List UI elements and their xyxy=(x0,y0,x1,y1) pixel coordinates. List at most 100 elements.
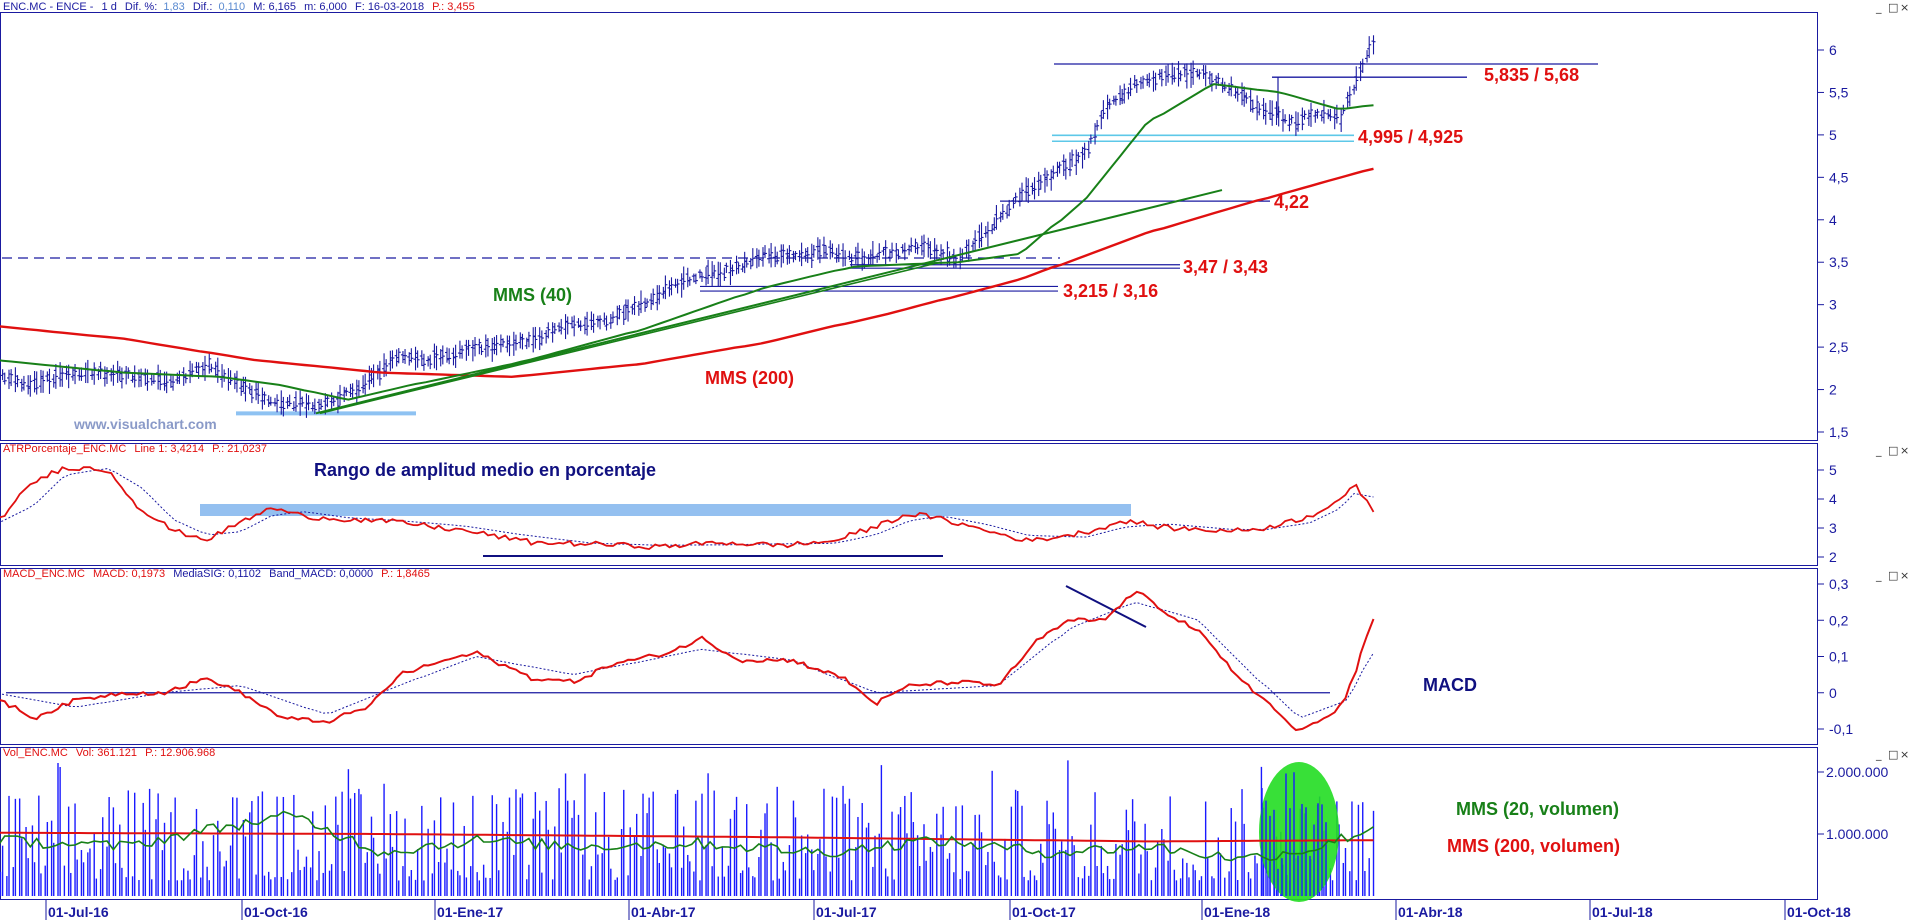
y-tick-label: 4 xyxy=(1829,491,1837,507)
x-tick-label: 01-Oct-18 xyxy=(1787,904,1851,920)
price-bar xyxy=(1076,152,1081,164)
price-bar xyxy=(21,375,26,391)
price-bar xyxy=(1367,36,1372,59)
mms200-label: MMS (200) xyxy=(705,368,794,388)
price-bar xyxy=(494,335,499,356)
minimize-icon[interactable]: _ xyxy=(1875,444,1882,457)
price-bar xyxy=(669,277,674,296)
price-bar xyxy=(679,273,684,298)
price-bar xyxy=(92,362,97,385)
vol-mms20-label: MMS (20, volumen) xyxy=(1456,799,1619,819)
price-bar xyxy=(53,364,58,389)
price-bar xyxy=(595,315,600,328)
price-bar xyxy=(492,336,497,355)
price-bar xyxy=(102,366,107,387)
atr-header: ATRPorcentaje_ENC.MC Line 1: 3,4214 P.: … xyxy=(3,443,267,455)
trend-line-1 xyxy=(315,189,1223,415)
price-bar xyxy=(266,395,271,408)
price-bar xyxy=(539,330,544,346)
volume-pane-frame xyxy=(0,747,1818,900)
maximize-icon[interactable]: □ xyxy=(1888,1,1898,14)
price-bar xyxy=(1061,154,1066,177)
price-bar xyxy=(419,350,424,367)
y-tick-label: 6 xyxy=(1829,42,1837,58)
price-bar xyxy=(396,348,401,364)
vol-mms200-label: MMS (200, volumen) xyxy=(1447,836,1620,856)
price-bar xyxy=(83,362,88,384)
close-icon[interactable]: × xyxy=(1900,748,1909,761)
price-bar xyxy=(1038,174,1043,190)
price-bar xyxy=(319,399,324,410)
price-bar xyxy=(578,320,583,332)
price-bar xyxy=(149,374,154,386)
price-bar xyxy=(119,367,124,389)
price-bar xyxy=(913,238,918,254)
price-bar xyxy=(657,285,662,305)
price-bar xyxy=(841,243,846,267)
close-icon[interactable]: × xyxy=(1900,444,1909,457)
price-bar xyxy=(1248,87,1253,112)
price-bar xyxy=(809,243,814,269)
minimize-icon[interactable]: _ xyxy=(1875,1,1882,14)
y-tick-label: 0,2 xyxy=(1829,612,1849,628)
price-bar xyxy=(272,397,277,407)
price-bar xyxy=(1141,75,1146,89)
price-bar xyxy=(645,298,650,308)
price-bar xyxy=(1005,205,1010,219)
price-bar xyxy=(550,322,555,343)
price-bar xyxy=(1203,65,1208,87)
price-bar xyxy=(1134,79,1139,93)
close-icon[interactable]: × xyxy=(1900,569,1909,582)
price-bar xyxy=(440,345,445,365)
price-bar xyxy=(853,246,858,264)
minimize-icon[interactable]: _ xyxy=(1875,748,1882,761)
price-bar xyxy=(742,251,747,274)
price-bar xyxy=(249,385,254,404)
price-bar xyxy=(363,373,368,395)
price-bar xyxy=(1287,114,1292,132)
price-bar xyxy=(490,338,495,362)
price-bar xyxy=(693,273,698,285)
price-bar xyxy=(1159,68,1164,87)
maximize-icon[interactable]: □ xyxy=(1888,569,1898,582)
y-tick-label: 5 xyxy=(1829,462,1837,478)
volume-bars xyxy=(0,760,1375,896)
price-bar xyxy=(1057,161,1062,174)
price-bar xyxy=(300,396,305,407)
price-bar xyxy=(1270,100,1275,126)
maximize-icon[interactable]: □ xyxy=(1888,444,1898,457)
price-bar xyxy=(598,315,603,330)
price-bar xyxy=(630,304,635,315)
maximize-icon[interactable]: □ xyxy=(1888,748,1898,761)
price-bar xyxy=(1371,35,1376,55)
price-bar xyxy=(207,351,212,374)
price-bar xyxy=(520,333,525,350)
price-bar xyxy=(226,368,231,391)
price-bar xyxy=(60,367,65,387)
minimize-icon[interactable]: _ xyxy=(1875,569,1882,582)
atr-signal-line xyxy=(0,468,1374,546)
price-bar xyxy=(1095,119,1100,131)
x-tick-label: 01-Abr-18 xyxy=(1398,904,1463,920)
price-bar xyxy=(254,382,259,401)
price-bar xyxy=(883,240,888,266)
y-axes: 6 5,5 5 4,5 4 3,5 3 2,5 2 1,5 5 4 3 2 0,3 0,2 0,1 0 -0,1 2.… xyxy=(1818,42,1888,842)
price-bar xyxy=(1017,187,1022,207)
price-bar xyxy=(728,259,733,286)
price-bar xyxy=(1101,100,1106,119)
price-bar xyxy=(281,396,286,417)
price-bar xyxy=(1082,142,1087,160)
price-bar xyxy=(803,248,808,262)
close-icon[interactable]: × xyxy=(1900,1,1909,14)
price-bar xyxy=(77,368,82,381)
price-bar xyxy=(156,364,161,390)
price-bar xyxy=(1345,91,1350,108)
price-bar xyxy=(407,352,412,366)
price-bar xyxy=(390,350,395,369)
price-bar xyxy=(531,327,536,353)
price-bar xyxy=(1242,86,1247,107)
price-bar xyxy=(1268,100,1273,121)
price-bar xyxy=(507,335,512,357)
price-bar xyxy=(0,369,5,381)
y-tick-label: -0,1 xyxy=(1829,721,1853,737)
